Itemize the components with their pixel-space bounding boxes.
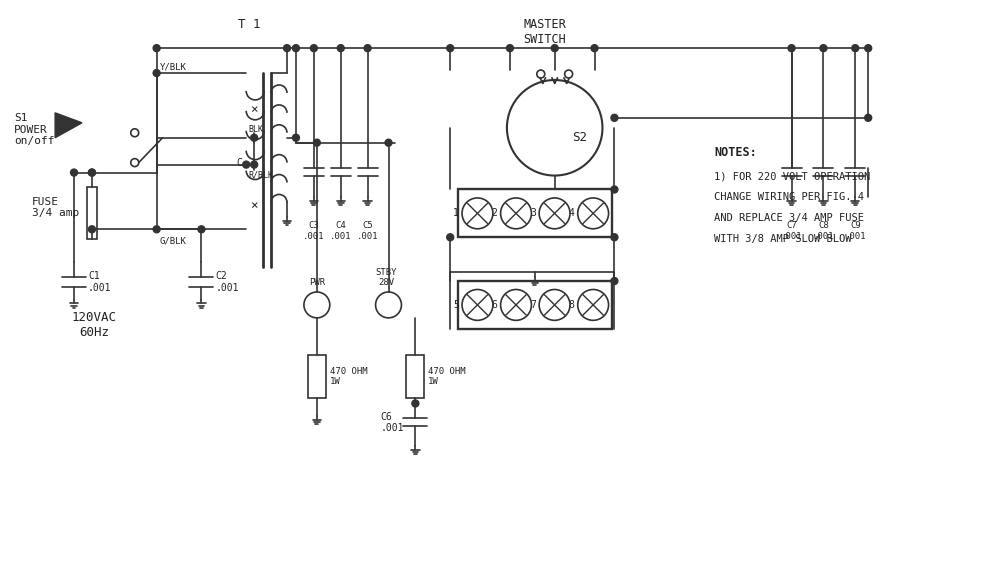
Circle shape <box>250 161 257 168</box>
Text: T 1: T 1 <box>238 18 260 31</box>
Text: C1
.001: C1 .001 <box>88 271 111 293</box>
Text: C3
.001: C3 .001 <box>303 222 324 241</box>
Circle shape <box>243 161 249 168</box>
Circle shape <box>819 44 826 52</box>
Circle shape <box>385 139 391 146</box>
Text: 5: 5 <box>453 300 458 310</box>
Circle shape <box>130 159 139 167</box>
Text: MASTER
SWITCH: MASTER SWITCH <box>523 18 566 46</box>
Text: 6: 6 <box>491 300 497 310</box>
Circle shape <box>313 139 320 146</box>
Text: C7
.001: C7 .001 <box>780 222 802 241</box>
Text: S2: S2 <box>572 131 587 144</box>
Text: C: C <box>236 158 242 167</box>
Bar <box>308 355 325 399</box>
Circle shape <box>447 44 454 52</box>
Circle shape <box>153 44 160 52</box>
Circle shape <box>310 44 317 52</box>
Circle shape <box>153 226 160 233</box>
Text: ×: × <box>250 103 257 117</box>
Text: 4: 4 <box>568 208 574 218</box>
Circle shape <box>89 169 96 176</box>
Circle shape <box>610 278 617 284</box>
Circle shape <box>610 114 617 121</box>
Polygon shape <box>55 113 82 138</box>
Text: 3: 3 <box>529 208 535 218</box>
Text: 1: 1 <box>453 208 458 218</box>
Circle shape <box>89 226 96 233</box>
Text: 470 OHM
1W: 470 OHM 1W <box>329 367 367 386</box>
Text: C5
.001: C5 .001 <box>357 222 378 241</box>
Text: C6
.001: C6 .001 <box>381 411 403 433</box>
Text: BLK: BLK <box>247 125 263 134</box>
Circle shape <box>283 44 290 52</box>
Circle shape <box>292 44 299 52</box>
Text: STBY
28V: STBY 28V <box>376 268 397 287</box>
Circle shape <box>610 186 617 193</box>
Circle shape <box>411 400 418 407</box>
Circle shape <box>250 134 257 141</box>
Circle shape <box>70 169 78 176</box>
Text: C2
.001: C2 .001 <box>215 271 239 293</box>
Circle shape <box>506 44 513 52</box>
Circle shape <box>610 234 617 241</box>
Circle shape <box>198 226 205 233</box>
Text: Y/BLK: Y/BLK <box>160 62 186 72</box>
Circle shape <box>787 44 795 52</box>
Text: ×: × <box>250 199 257 212</box>
Circle shape <box>89 169 96 176</box>
Text: 2: 2 <box>491 208 497 218</box>
Text: R/BLK: R/BLK <box>247 170 273 179</box>
Text: AND REPLACE 3/4 AMP FUSE: AND REPLACE 3/4 AMP FUSE <box>713 213 863 223</box>
Text: C4
.001: C4 .001 <box>329 222 351 241</box>
Text: 7: 7 <box>529 300 535 310</box>
Text: 120VAC
60Hz: 120VAC 60Hz <box>71 311 116 339</box>
Text: 1) FOR 220 VOLT OPERATION: 1) FOR 220 VOLT OPERATION <box>713 171 870 182</box>
Text: G/BLK: G/BLK <box>160 237 186 246</box>
Circle shape <box>292 134 299 141</box>
Bar <box>458 281 611 329</box>
Circle shape <box>337 44 344 52</box>
Bar <box>406 355 424 399</box>
Circle shape <box>153 70 160 77</box>
Circle shape <box>364 44 371 52</box>
Text: S1
POWER
on/off: S1 POWER on/off <box>15 113 55 147</box>
Circle shape <box>591 44 598 52</box>
Text: C9
.001: C9 .001 <box>844 222 865 241</box>
Text: PWR: PWR <box>309 278 324 287</box>
Circle shape <box>864 44 871 52</box>
Text: FUSE
3/4 amp: FUSE 3/4 amp <box>33 197 80 218</box>
Text: C8
.001: C8 .001 <box>811 222 833 241</box>
Circle shape <box>864 114 871 121</box>
Text: 8: 8 <box>568 300 574 310</box>
Bar <box>458 189 611 237</box>
Text: 470 OHM
1W: 470 OHM 1W <box>428 367 465 386</box>
Text: CHANGE WIRING PER FIG. 4: CHANGE WIRING PER FIG. 4 <box>713 193 863 203</box>
Text: NOTES:: NOTES: <box>713 145 756 159</box>
Circle shape <box>550 44 558 52</box>
Bar <box>87 188 97 239</box>
Circle shape <box>851 44 858 52</box>
Circle shape <box>447 234 454 241</box>
Text: WITH 3/8 AMP SLOW BLOW: WITH 3/8 AMP SLOW BLOW <box>713 234 851 244</box>
Circle shape <box>130 129 139 137</box>
